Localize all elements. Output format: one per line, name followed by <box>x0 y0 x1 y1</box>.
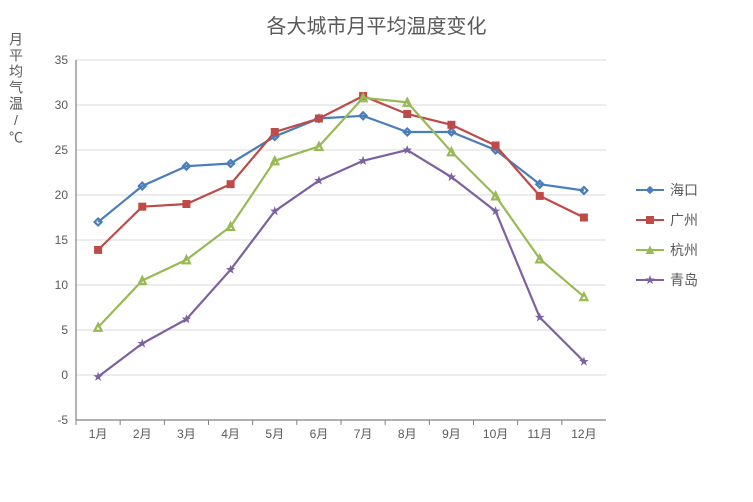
data-point <box>580 214 587 221</box>
series-group <box>95 93 588 380</box>
y-tick-label: 20 <box>55 188 69 202</box>
chart-container: 各大城市月平均温度变化 月平均气温/℃ -5 0 5 10 15 20 25 30 35 1月 2月… <box>0 0 753 502</box>
x-tick-label: 3月 <box>177 427 196 441</box>
legend-label: 杭州 <box>670 240 698 260</box>
series-line <box>98 150 584 377</box>
x-tick-label: 1月 <box>89 427 108 441</box>
legend-label: 海口 <box>670 180 698 200</box>
data-point <box>271 129 278 136</box>
y-tick-label: 0 <box>61 368 68 382</box>
y-axis-label: 月平均气温/℃ <box>6 32 26 149</box>
chart-title: 各大城市月平均温度变化 <box>0 10 753 39</box>
y-tick-label: 25 <box>55 143 69 157</box>
data-point <box>227 181 234 188</box>
y-tick-label: 5 <box>61 323 68 337</box>
data-point <box>183 201 190 208</box>
legend-item[interactable]: 广州 <box>636 210 698 230</box>
legend-marker <box>636 273 664 287</box>
legend-marker <box>636 183 664 197</box>
series-line <box>98 98 584 327</box>
x-tick-label: 11月 <box>528 427 552 441</box>
x-tick-label: 5月 <box>265 427 284 441</box>
y-tick-label: -5 <box>57 413 68 427</box>
legend-marker <box>636 243 664 257</box>
x-tick-label: 7月 <box>354 427 373 441</box>
data-point <box>315 115 322 122</box>
x-tick-label: 9月 <box>442 427 461 441</box>
plot-area: -5051015202530351月2月3月4月5月6月7月8月9月10月11月… <box>76 60 616 450</box>
legend-label: 青岛 <box>670 270 698 290</box>
legend-item[interactable]: 杭州 <box>636 240 698 260</box>
y-tick-label: 15 <box>55 233 69 247</box>
data-point <box>492 142 499 149</box>
y-tick-label: 30 <box>55 98 69 112</box>
data-point <box>139 203 146 210</box>
legend-item[interactable]: 海口 <box>636 180 698 200</box>
x-tick-label: 4月 <box>221 427 240 441</box>
legend-item[interactable]: 青岛 <box>636 270 698 290</box>
legend-marker <box>636 213 664 227</box>
chart-svg: -5051015202530351月2月3月4月5月6月7月8月9月10月11月… <box>76 60 616 450</box>
x-tick-label: 2月 <box>133 427 152 441</box>
data-point <box>95 246 102 253</box>
legend: 海口广州杭州青岛 <box>636 170 698 300</box>
y-tick-label: 35 <box>55 53 69 67</box>
x-tick-label: 10月 <box>483 427 508 441</box>
data-point <box>536 192 543 199</box>
series-line <box>98 116 584 222</box>
y-tick-label: 10 <box>55 278 69 292</box>
x-tick-label: 8月 <box>398 427 417 441</box>
x-tick-label: 12月 <box>571 427 596 441</box>
x-tick-label: 6月 <box>310 427 329 441</box>
data-point <box>404 111 411 118</box>
legend-label: 广州 <box>670 210 698 230</box>
data-point <box>448 121 455 128</box>
